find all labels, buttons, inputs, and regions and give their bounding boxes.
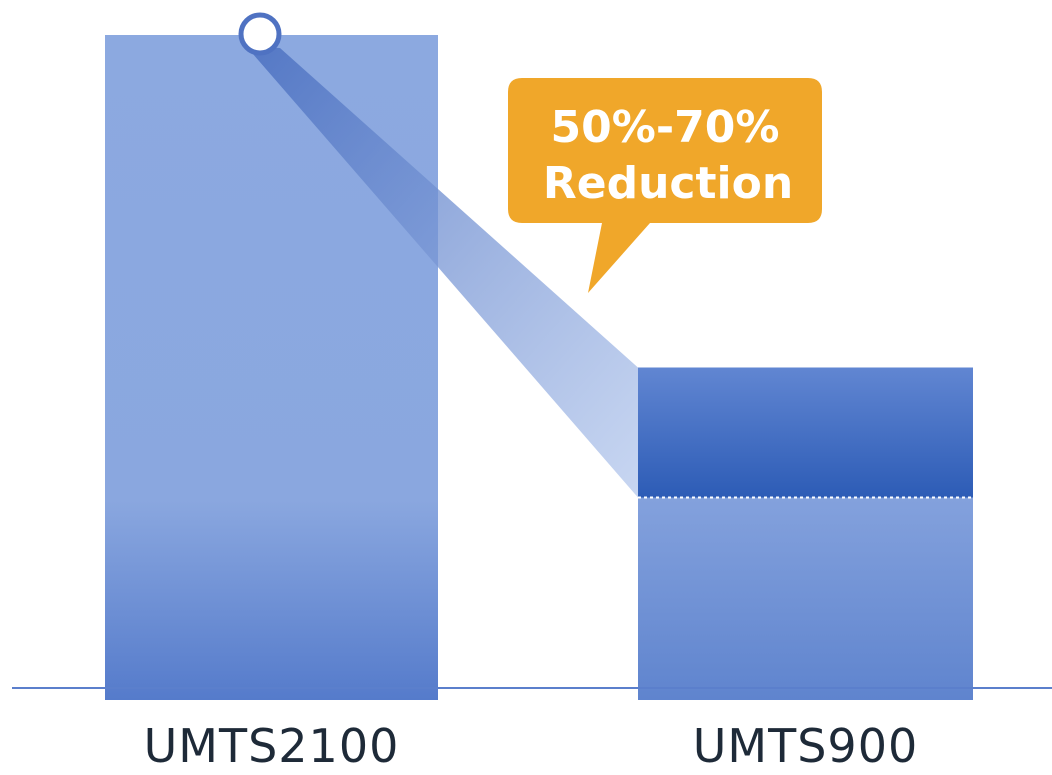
reduction-connector xyxy=(246,46,638,498)
callout-bubble xyxy=(508,78,822,293)
marker-circle xyxy=(238,12,282,56)
callout-line-1: 50%-70% xyxy=(551,102,780,153)
reduction-band xyxy=(638,367,973,498)
callout-line-2: Reduction xyxy=(543,158,793,209)
category-label-umts900: UMTS900 xyxy=(693,719,918,773)
bar-umts2100 xyxy=(105,35,438,700)
category-label-umts2100: UMTS2100 xyxy=(144,719,400,773)
